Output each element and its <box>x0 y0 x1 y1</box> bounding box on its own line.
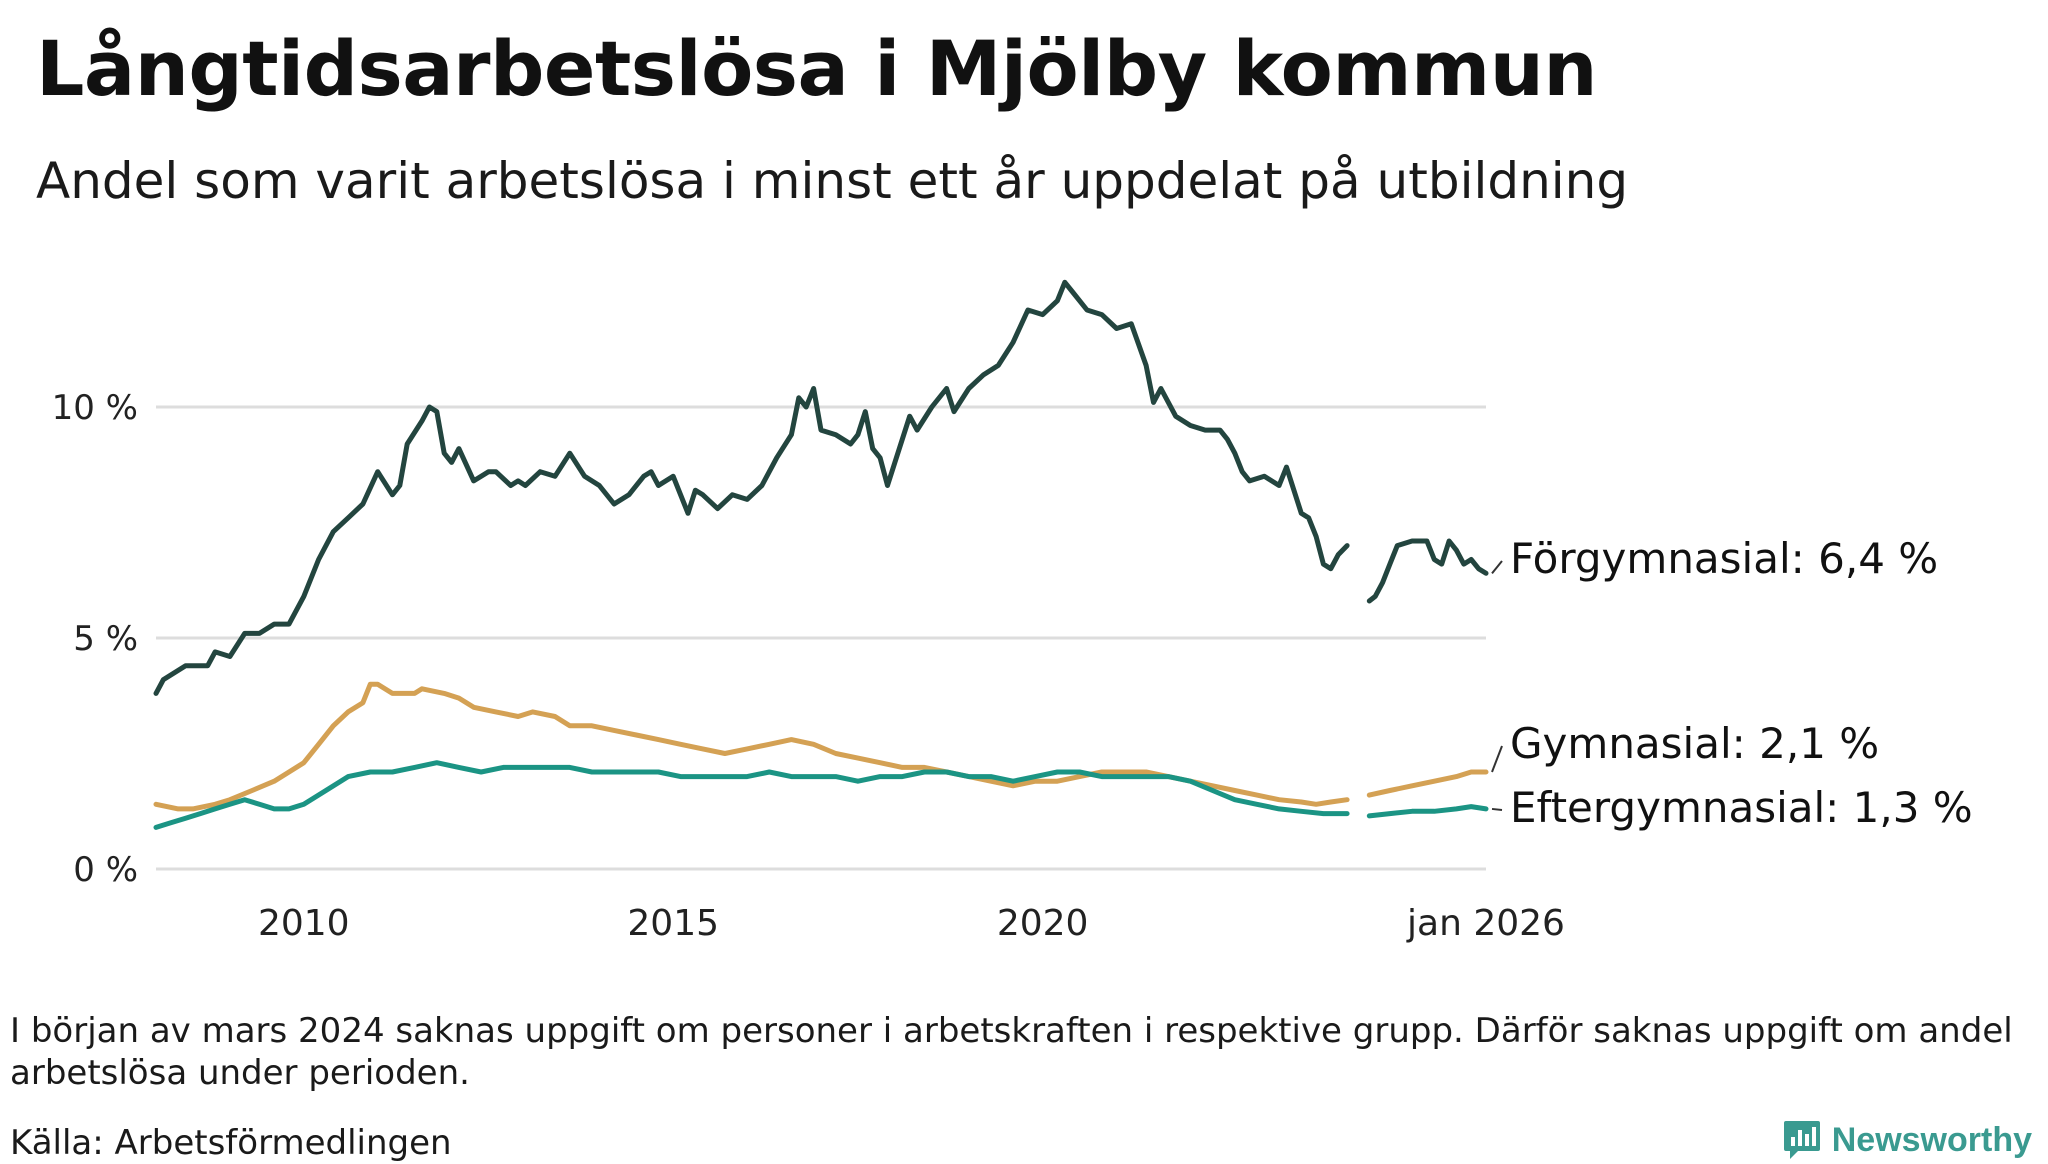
x-tick-label: 2015 <box>627 903 719 944</box>
x-tick-label: 2020 <box>997 903 1089 944</box>
leader-line-forgymnasial <box>1491 560 1503 574</box>
series-line-eftergymnasial-b <box>1366 804 1489 819</box>
newsworthy-logo: Newsworthy <box>1782 1118 2032 1162</box>
end-label-eftergymnasial: Eftergymnasial: 1,3 % <box>1510 783 1973 832</box>
end-label-gymnasial: Gymnasial: 2,1 % <box>1510 719 1879 768</box>
source-credit: Källa: Arbetsförmedlingen <box>10 1123 452 1163</box>
series-line-gymnasial-a <box>153 681 1350 812</box>
x-tick-label: jan 2026 <box>1406 903 1565 944</box>
newsworthy-logo-text: Newsworthy <box>1831 1120 2032 1159</box>
y-tick-label: 0 % <box>73 850 138 890</box>
chart-title: Långtidsarbetslösa i Mjölby kommun <box>36 24 1597 113</box>
leader-line-eftergymnasial <box>1491 807 1503 811</box>
leader-line-gymnasial <box>1491 745 1503 773</box>
chart-subtitle: Andel som varit arbetslösa i minst ett å… <box>36 152 1629 210</box>
series-line-forgymnasial-a <box>153 279 1350 696</box>
newsworthy-logo-icon <box>1783 1121 1820 1159</box>
series-line-gymnasial-b <box>1366 769 1489 798</box>
series-line-forgymnasial-b <box>1366 538 1489 604</box>
end-label-forgymnasial: Förgymnasial: 6,4 % <box>1510 534 1938 583</box>
x-tick-label: 2010 <box>258 903 350 944</box>
y-tick-label: 5 % <box>73 619 138 659</box>
series-line-eftergymnasial-a <box>153 760 1350 830</box>
footnote: I början av mars 2024 saknas uppgift om … <box>10 1011 2013 1093</box>
y-tick-label: 10 % <box>52 388 138 428</box>
line-chart: 0 % 5 % 10 % 2010 2015 2020 jan 2026 Förgymnasi… <box>52 279 1973 944</box>
